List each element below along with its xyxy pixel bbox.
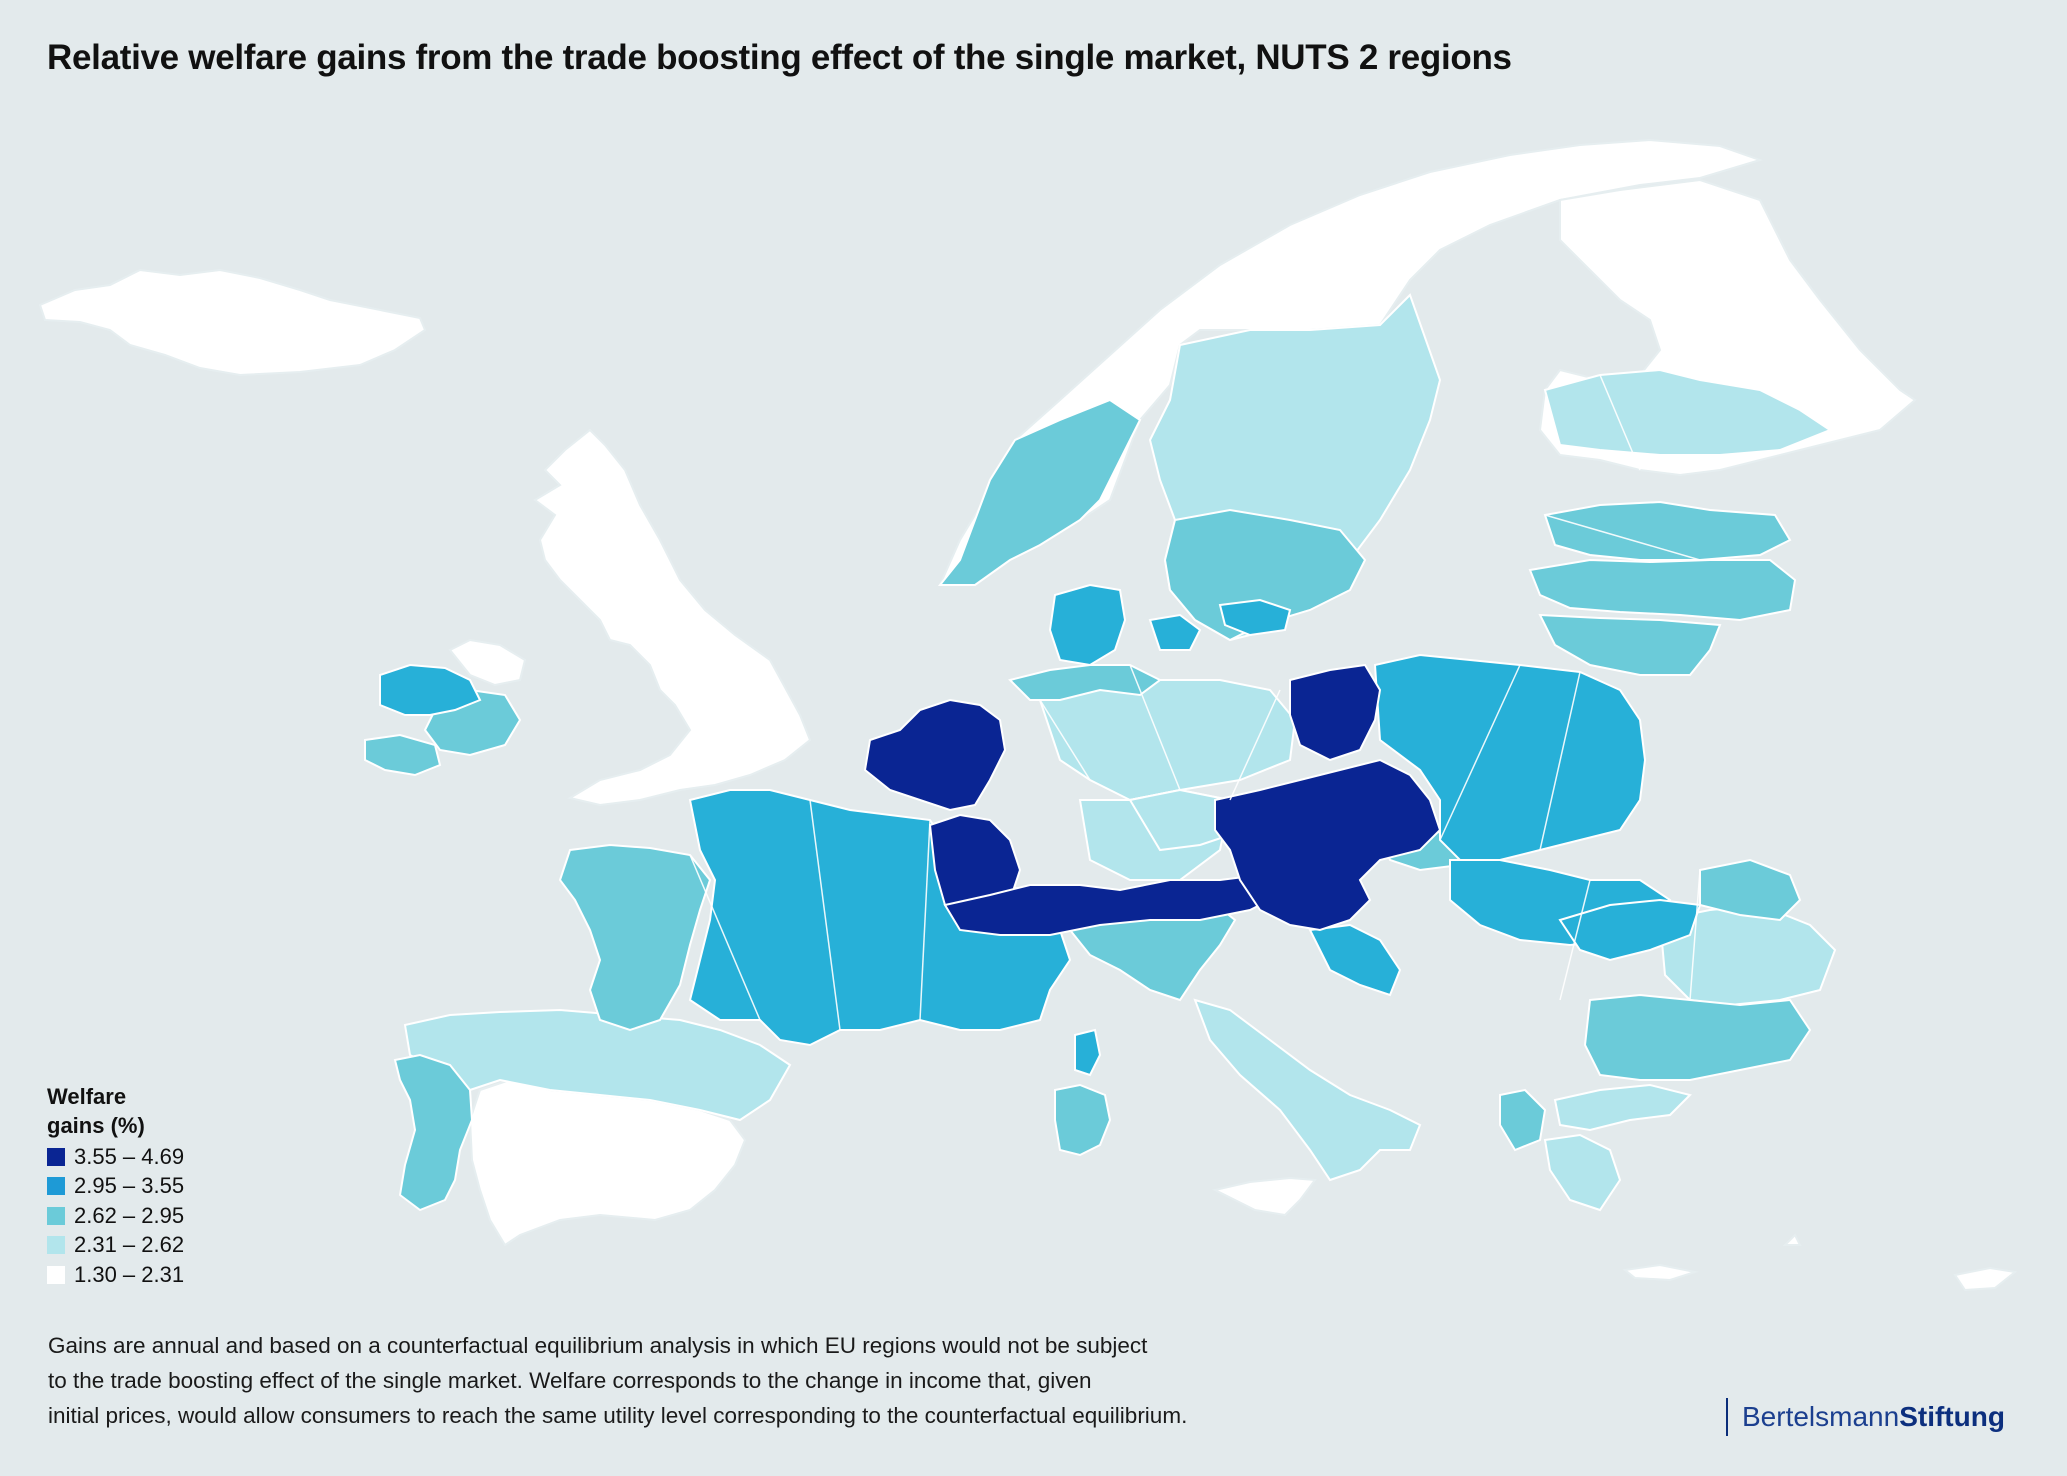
legend-label: 1.30 – 2.31 [74,1261,185,1287]
region-poland-west [1289,663,1382,762]
footnote-line3: initial prices, would allow consumers to… [48,1403,1188,1428]
region-sweden-south [1163,508,1367,642]
brand-logo: Bertelsmann Stiftung [1726,1398,2005,1436]
brand-bold: Stiftung [1899,1401,2005,1432]
legend-label: 2.95 – 3.55 [74,1173,185,1199]
legend-swatch [47,1147,65,1166]
legend-label: 2.62 – 2.95 [74,1202,185,1228]
region-layer-highest [863,663,1442,936]
region-croatia [1308,923,1402,997]
region-denmark [1048,583,1127,667]
region-greece-west [1499,1088,1547,1152]
region-crete [1622,1263,1699,1282]
legend-item: 1.30 – 2.31 [47,1260,184,1290]
brand-regular: Bertelsmann [1742,1401,1900,1432]
legend-title-line1: Welfare [47,1084,127,1109]
footnote-line2: to the trade boosting effect of the sing… [48,1368,1092,1393]
legend-swatch [47,1236,65,1255]
region-central-europe [1214,758,1442,932]
region-germany-north [1008,664,1162,701]
region-greece-north [1553,1083,1692,1132]
region-layer-lowest [38,138,2018,1292]
region-romania-east [1699,858,1802,922]
footnote: Gains are annual and based on a counterf… [48,1328,1187,1433]
region-sweden-skane [1218,598,1292,637]
region-portugal [393,1053,474,1212]
legend-label: 3.55 – 4.69 [74,1143,185,1169]
legend: Welfare gains (%) 3.55 – 4.69 2.95 – 3.55… [47,1082,184,1290]
region-ireland-south [364,733,442,777]
legend-swatch [47,1177,65,1196]
region-ireland-west [379,663,482,716]
legend-item: 2.31 – 2.62 [47,1231,184,1261]
legend-item: 2.95 – 3.55 [47,1172,184,1202]
region-great-britain [533,428,812,807]
region-denmark-islands [1148,613,1202,651]
footnote-line1: Gains are annual and based on a counterf… [48,1333,1148,1358]
region-layer-mid [364,398,1812,1212]
region-cyprus [1953,1266,2018,1292]
legend-title: Welfare gains (%) [47,1082,184,1140]
legend-items: 3.55 – 4.69 2.95 – 3.55 2.62 – 2.95 2.31 – … [47,1142,184,1290]
region-corsica [1074,1028,1102,1077]
region-sardinia [1054,1083,1112,1157]
region-spain-north [403,1008,792,1122]
region-italy-south [1193,998,1422,1182]
region-layer-high [379,583,1702,1077]
region-northern-ireland [448,638,527,687]
region-iceland [38,268,427,377]
region-romania-west [1558,898,1702,962]
legend-label: 2.31 – 2.62 [74,1232,185,1258]
legend-item: 2.62 – 2.95 [47,1201,184,1231]
region-greece-mid [1543,1133,1622,1212]
region-estonia [1543,500,1792,561]
legend-item: 3.55 – 4.69 [47,1142,184,1172]
region-france-west [558,843,712,1032]
region-norway-south [937,398,1142,586]
legend-swatch [47,1206,65,1225]
legend-title-line2: gains (%) [47,1113,145,1138]
boundary-lines [689,374,1701,1031]
region-finland-south [1543,368,1833,456]
region-benelux [863,698,1007,812]
legend-swatch [47,1265,65,1284]
map-title: Relative welfare gains from the trade bo… [47,38,1512,77]
region-france [688,789,1072,1047]
region-greek-islands [1782,1233,1802,1246]
region-bulgaria [1583,993,1812,1081]
region-latvia [1528,558,1797,622]
region-lithuania [1538,613,1722,676]
region-sicily [1212,1176,1317,1217]
